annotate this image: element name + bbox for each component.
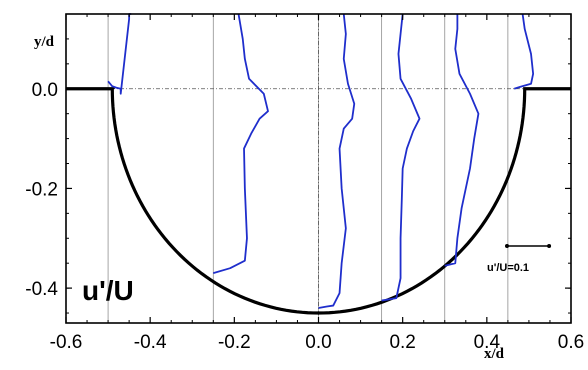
scale-bar-end-left xyxy=(505,244,509,248)
tick-layer: -0.6 -0.4 -0.2 0.0 0.2 0.4 0.6 0.0 -0.2 -0.4 xyxy=(25,14,584,353)
cavity-layer xyxy=(66,87,572,315)
x-tick-label: 0.2 xyxy=(389,332,415,353)
label-layer: y/d x/d u'/U u'/U=0.1 xyxy=(34,34,552,362)
y-tick-label: 0.0 xyxy=(32,80,58,101)
series-layer xyxy=(107,13,535,309)
y-tick-label: -0.4 xyxy=(25,279,58,300)
x-tick-label: -0.2 xyxy=(218,332,251,353)
profile-line-5 xyxy=(513,13,535,90)
x-tick-label: -0.4 xyxy=(134,332,167,353)
profile-line-2 xyxy=(318,13,356,309)
profile-line-1 xyxy=(213,13,269,275)
x-tick-label: 0.6 xyxy=(558,332,584,353)
scale-bar xyxy=(505,244,552,248)
x-tick-label: -0.6 xyxy=(50,332,83,353)
profile-line-4 xyxy=(444,14,480,267)
y-tick-label: -0.2 xyxy=(25,179,58,200)
scale-bar-label: u'/U=0.1 xyxy=(487,262,529,274)
y-axis-label: y/d xyxy=(34,34,55,50)
profile-line-3 xyxy=(381,13,421,302)
panel-label: u'/U xyxy=(82,275,134,306)
x-tick-label: 0.4 xyxy=(474,332,501,353)
x-axis-label: x/d xyxy=(484,346,505,362)
scale-bar-end-right xyxy=(547,244,552,248)
cavity-wall xyxy=(66,87,572,315)
x-tick-label: 0.0 xyxy=(305,332,331,353)
grid-layer xyxy=(66,14,571,323)
